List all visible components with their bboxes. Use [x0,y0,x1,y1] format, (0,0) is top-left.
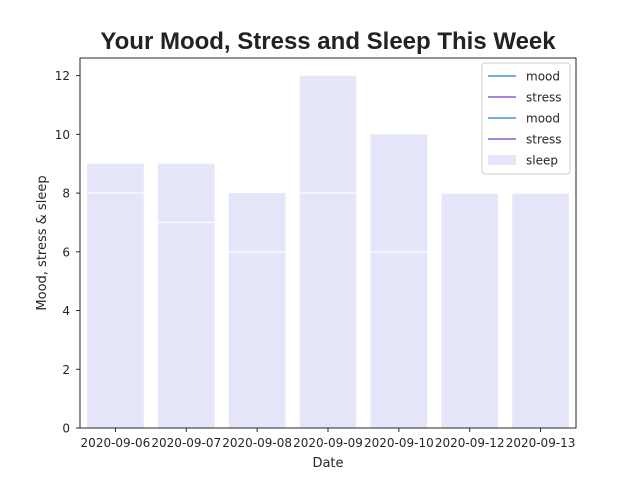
bar-sleep-0 [87,163,144,428]
y-axis: 0 2 4 6 8 10 12 [55,69,80,436]
y-tick-label-6: 12 [55,69,70,83]
legend: mood stress mood stress sleep [481,62,571,175]
x-axis-label: Date [312,456,343,471]
x-tick-label-5: 2020-09-12 [435,436,505,450]
legend-swatch-4 [488,155,516,165]
bar-sleep-5 [441,193,499,428]
y-tick-label-4: 8 [62,187,70,201]
legend-label-2: mood [526,112,560,126]
x-tick-label-1: 2020-09-07 [151,436,221,450]
bar-sleep-3 [299,75,357,429]
x-tick-label-2: 2020-09-08 [222,436,292,450]
bar-sleep-2 [228,193,286,428]
y-tick-label-3: 6 [62,245,70,259]
y-tick-label-1: 2 [62,363,70,377]
bar-sleep-6 [512,193,569,428]
x-tick-label-4: 2020-09-10 [364,436,434,450]
x-tick-label-6: 2020-09-13 [506,436,576,450]
x-tick-label-0: 2020-09-06 [81,436,151,450]
bar-sleep-1 [157,163,215,428]
legend-label-4: sleep [526,154,558,168]
bar-sleep-4 [370,134,428,428]
x-axis: 2020-09-06 2020-09-07 2020-09-08 2020-09-09… [81,428,576,450]
chart-title: Your Mood, Stress and Sleep This Week [100,28,556,55]
y-tick-label-0: 0 [62,422,70,436]
legend-label-0: mood [526,70,560,84]
x-tick-label-3: 2020-09-09 [293,436,363,450]
lines-group [87,192,569,253]
legend-frame [481,62,571,175]
y-tick-label-2: 4 [62,304,70,318]
y-axis-label: Mood, stress & sleep [35,175,50,310]
y-tick-label-5: 10 [55,128,70,142]
bars-group [87,75,569,429]
legend-label-3: stress [526,133,562,147]
legend-label-1: stress [526,91,562,105]
